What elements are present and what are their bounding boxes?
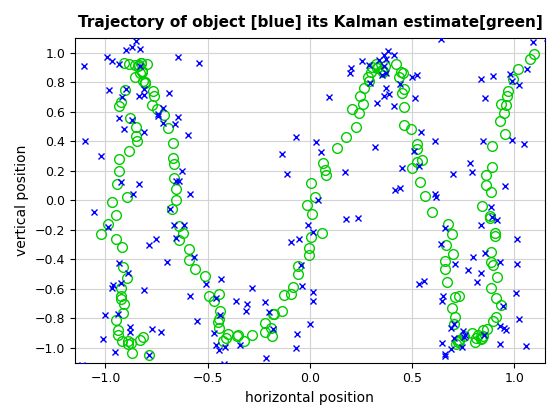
X-axis label: horizontal position: horizontal position [245,391,374,405]
Title: Trajectory of object [blue] its Kalman estimate[green]: Trajectory of object [blue] its Kalman e… [77,15,542,30]
Y-axis label: vertical position: vertical position [15,145,29,256]
